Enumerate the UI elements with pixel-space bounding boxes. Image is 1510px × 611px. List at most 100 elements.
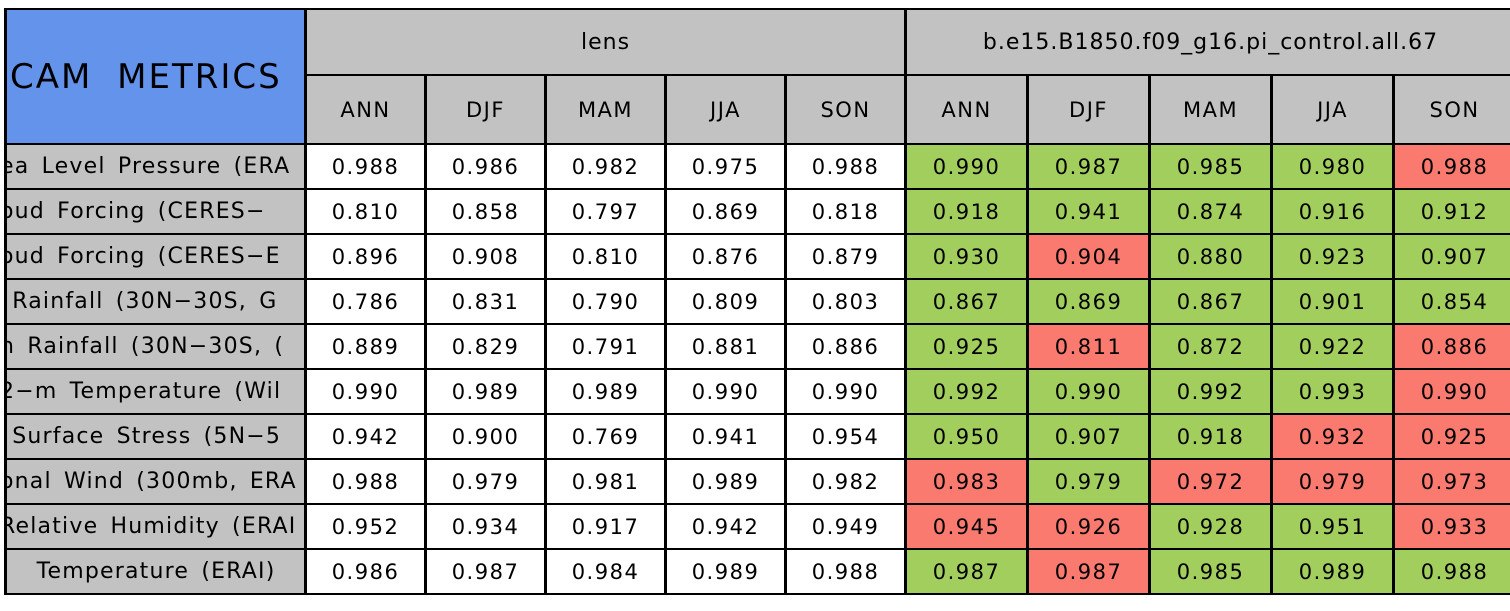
control-value-cell: 0.941: [1026, 188, 1152, 235]
control-value-cell: 0.922: [1270, 323, 1396, 370]
table-row: Temperature (ERAI) 0.986 0.987 0.984 0.9…: [4, 548, 1510, 595]
lens-value-cell: 0.917: [544, 503, 667, 550]
control-value-cell: 0.880: [1148, 233, 1274, 280]
lens-value-cell: 0.942: [664, 503, 787, 550]
lens-value-cell: 0.988: [783, 548, 908, 595]
control-value-cell: 0.983: [904, 458, 1030, 505]
table-row: oud Forcing (CERES−E 0.896 0.908 0.810 0…: [4, 233, 1510, 280]
lens-value-cell: 0.791: [544, 323, 667, 370]
control-value-cell: 0.988: [1392, 548, 1510, 595]
control-value-cell: 0.980: [1270, 143, 1396, 190]
metric-label: Rainfall (30N−30S, G: [5, 289, 278, 314]
control-value-cell: 0.985: [1148, 548, 1274, 595]
lens-value-cell: 0.876: [664, 233, 787, 280]
lens-value-cell: 0.990: [664, 368, 787, 415]
lens-value-cell: 0.954: [783, 413, 908, 460]
season-header-lens-djf: DJF: [424, 74, 547, 145]
lens-value-cell: 0.952: [304, 503, 427, 550]
lens-value-cell: 0.886: [783, 323, 908, 370]
control-value-cell: 0.979: [1270, 458, 1396, 505]
control-value-cell: 0.811: [1026, 323, 1152, 370]
lens-value-cell: 0.989: [664, 458, 787, 505]
control-value-cell: 0.925: [1392, 413, 1510, 460]
control-value-cell: 0.854: [1392, 278, 1510, 325]
control-value-cell: 0.912: [1392, 188, 1510, 235]
control-value-cell: 0.945: [904, 503, 1030, 550]
lens-value-cell: 0.790: [544, 278, 667, 325]
metric-label: Surface Stress (5N−5: [5, 424, 282, 449]
control-value-cell: 0.867: [904, 278, 1030, 325]
control-value-cell: 0.992: [904, 368, 1030, 415]
control-value-cell: 0.990: [904, 143, 1030, 190]
lens-value-cell: 0.982: [544, 143, 667, 190]
metric-label: Relative Humidity (ERAI: [5, 514, 297, 539]
control-value-cell: 0.886: [1392, 323, 1510, 370]
lens-value-cell: 0.941: [664, 413, 787, 460]
table-row: n Rainfall (30N−30S, ( 0.889 0.829 0.791…: [4, 323, 1510, 370]
lens-value-cell: 0.809: [664, 278, 787, 325]
control-value-cell: 0.901: [1270, 278, 1396, 325]
metric-label-cell: onal Wind (300mb, ERA: [4, 458, 307, 505]
control-value-cell: 0.993: [1270, 368, 1396, 415]
metric-label: onal Wind (300mb, ERA: [5, 469, 297, 494]
control-value-cell: 0.988: [1392, 143, 1510, 190]
lens-value-cell: 0.988: [304, 458, 427, 505]
lens-value-cell: 0.982: [783, 458, 908, 505]
season-header-lens-ann: ANN: [304, 74, 427, 145]
lens-value-cell: 0.797: [544, 188, 667, 235]
control-value-cell: 0.990: [1026, 368, 1152, 415]
metrics-body: ea Level Pressure (ERA 0.988 0.986 0.982…: [4, 143, 1510, 595]
metric-label: n Rainfall (30N−30S, (: [5, 334, 285, 359]
control-value-cell: 0.907: [1026, 413, 1152, 460]
table-row: Rainfall (30N−30S, G 0.786 0.831 0.790 0…: [4, 278, 1510, 325]
lens-value-cell: 0.881: [664, 323, 787, 370]
table-row: 2−m Temperature (Wil 0.990 0.989 0.989 0…: [4, 368, 1510, 415]
metric-label-cell: ea Level Pressure (ERA: [4, 143, 307, 190]
season-header-control-jja: JJA: [1270, 74, 1396, 145]
lens-value-cell: 0.831: [424, 278, 547, 325]
lens-value-cell: 0.989: [664, 548, 787, 595]
control-value-cell: 0.928: [1148, 503, 1274, 550]
control-value-cell: 0.918: [1148, 413, 1274, 460]
metric-label-cell: oud Forcing (CERES−: [4, 188, 307, 235]
table-row: onal Wind (300mb, ERA 0.988 0.979 0.981 …: [4, 458, 1510, 505]
lens-value-cell: 0.981: [544, 458, 667, 505]
lens-value-cell: 0.889: [304, 323, 427, 370]
control-value-cell: 0.987: [1026, 143, 1152, 190]
table-row: ea Level Pressure (ERA 0.988 0.986 0.982…: [4, 143, 1510, 190]
table-title-cell: CAM METRICS: [4, 8, 307, 145]
control-value-cell: 0.904: [1026, 233, 1152, 280]
metric-label-cell: oud Forcing (CERES−E: [4, 233, 307, 280]
lens-value-cell: 0.896: [304, 233, 427, 280]
lens-value-cell: 0.942: [304, 413, 427, 460]
lens-value-cell: 0.986: [304, 548, 427, 595]
control-value-cell: 0.932: [1270, 413, 1396, 460]
lens-value-cell: 0.769: [544, 413, 667, 460]
season-header-row: ANN DJF MAM JJA SON ANN DJF MAM JJA SON: [6, 74, 1510, 145]
control-value-cell: 0.985: [1148, 143, 1274, 190]
lens-value-cell: 0.810: [304, 188, 427, 235]
group-header-row: CAM METRICS lens b.e15.B1850.f09_g16.pi_…: [4, 8, 1510, 145]
control-value-cell: 0.950: [904, 413, 1030, 460]
lens-value-cell: 0.979: [424, 458, 547, 505]
control-value-cell: 0.926: [1026, 503, 1152, 550]
lens-value-cell: 0.879: [783, 233, 908, 280]
metric-label: ea Level Pressure (ERA: [5, 154, 291, 179]
table-row: Relative Humidity (ERAI 0.952 0.934 0.91…: [4, 503, 1510, 550]
control-value-cell: 0.972: [1148, 458, 1274, 505]
lens-value-cell: 0.975: [664, 143, 787, 190]
lens-value-cell: 0.984: [544, 548, 667, 595]
lens-value-cell: 0.988: [304, 143, 427, 190]
lens-value-cell: 0.934: [424, 503, 547, 550]
control-value-cell: 0.923: [1270, 233, 1396, 280]
control-value-cell: 0.872: [1148, 323, 1274, 370]
lens-value-cell: 0.858: [424, 188, 547, 235]
lens-value-cell: 0.869: [664, 188, 787, 235]
control-value-cell: 0.990: [1392, 368, 1510, 415]
cam-metrics-table: CAM METRICS lens b.e15.B1850.f09_g16.pi_…: [4, 8, 1510, 595]
lens-value-cell: 0.900: [424, 413, 547, 460]
control-value-cell: 0.930: [904, 233, 1030, 280]
metric-label-cell: Surface Stress (5N−5: [4, 413, 307, 460]
metric-label-cell: Rainfall (30N−30S, G: [4, 278, 307, 325]
control-value-cell: 0.987: [1026, 548, 1152, 595]
